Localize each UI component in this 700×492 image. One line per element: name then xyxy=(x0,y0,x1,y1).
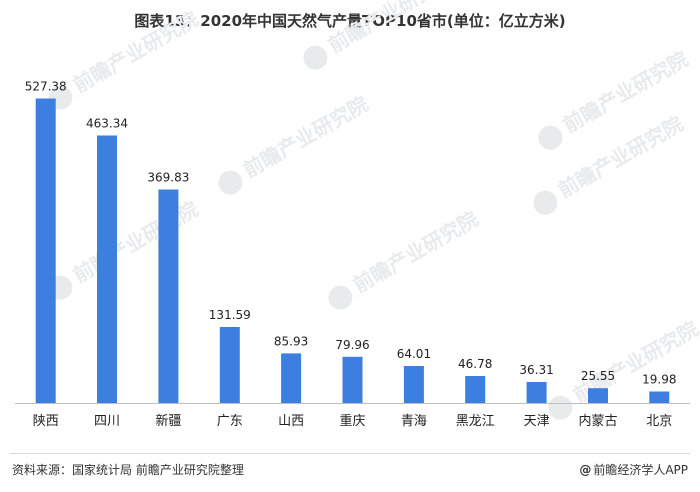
data-label: 25.55 xyxy=(581,369,615,383)
x-tick-label: 北京 xyxy=(646,414,672,429)
watermark-text: 前瞻产业研究院 xyxy=(69,7,202,98)
watermark-logo-icon xyxy=(533,190,558,215)
bar xyxy=(465,376,486,403)
bar xyxy=(35,98,56,403)
bar xyxy=(588,388,608,403)
at-icon: @ xyxy=(579,463,592,477)
watermark-logo-icon xyxy=(548,395,573,420)
watermark: 前瞻产业研究院 xyxy=(48,7,202,110)
watermark-logo-icon xyxy=(328,285,353,310)
brand-credit: @ 前瞻经济学人APP xyxy=(579,461,688,478)
footer-divider xyxy=(10,453,690,454)
source-note: 资料来源：国家统计局 前瞻产业研究院整理 xyxy=(12,463,244,477)
bar xyxy=(281,353,302,403)
data-label: 79.96 xyxy=(335,338,369,352)
watermark-logo-icon xyxy=(218,170,243,195)
data-label: 19.98 xyxy=(642,373,676,387)
watermark-text: 前瞻产业研究院 xyxy=(69,197,202,288)
data-label: 527.38 xyxy=(25,80,67,94)
bar xyxy=(219,327,240,403)
bar xyxy=(403,366,424,403)
bar xyxy=(158,189,179,403)
x-tick-label: 山西 xyxy=(278,414,304,429)
x-tick-label: 青海 xyxy=(401,414,427,429)
bar xyxy=(97,135,117,403)
x-tick-label: 四川 xyxy=(94,414,120,429)
watermark: 前瞻产业研究院 xyxy=(548,317,700,420)
x-tick-label: 陕西 xyxy=(33,414,59,429)
watermark: 前瞻产业研究院 xyxy=(303,0,457,70)
watermark-text: 前瞻产业研究院 xyxy=(324,0,457,57)
bar xyxy=(526,382,547,403)
x-tick-label: 黑龙江 xyxy=(456,414,495,429)
data-label: 64.01 xyxy=(397,347,431,361)
watermark: 前瞻产业研究院 xyxy=(48,197,202,300)
x-tick-label: 广东 xyxy=(217,414,243,429)
watermark: 前瞻产业研究院 xyxy=(218,92,372,195)
data-label: 36.31 xyxy=(519,363,553,377)
data-label: 369.83 xyxy=(147,171,189,185)
watermark-logo-icon xyxy=(538,125,563,150)
watermark-text: 前瞻产业研究院 xyxy=(349,207,482,298)
x-tick-label: 重庆 xyxy=(339,413,365,429)
data-label: 46.78 xyxy=(458,357,492,371)
data-label: 131.59 xyxy=(209,308,251,322)
watermark: 前瞻产业研究院 xyxy=(328,207,482,310)
chart-title: 图表13：2020年中国天然气产量TOP10省市(单位：亿立方米) xyxy=(134,12,566,30)
x-tick-label: 新疆 xyxy=(155,413,181,429)
data-label: 463.34 xyxy=(86,117,128,131)
brand-label: 前瞻经济学人APP xyxy=(593,463,688,477)
x-tick-label: 内蒙古 xyxy=(578,413,617,429)
watermark-logo-icon xyxy=(303,45,328,70)
bar xyxy=(342,356,363,403)
watermark-text: 前瞻产业研究院 xyxy=(239,92,372,183)
x-tick-label: 天津 xyxy=(524,414,550,429)
bar xyxy=(649,391,670,403)
data-label: 85.93 xyxy=(274,334,308,348)
